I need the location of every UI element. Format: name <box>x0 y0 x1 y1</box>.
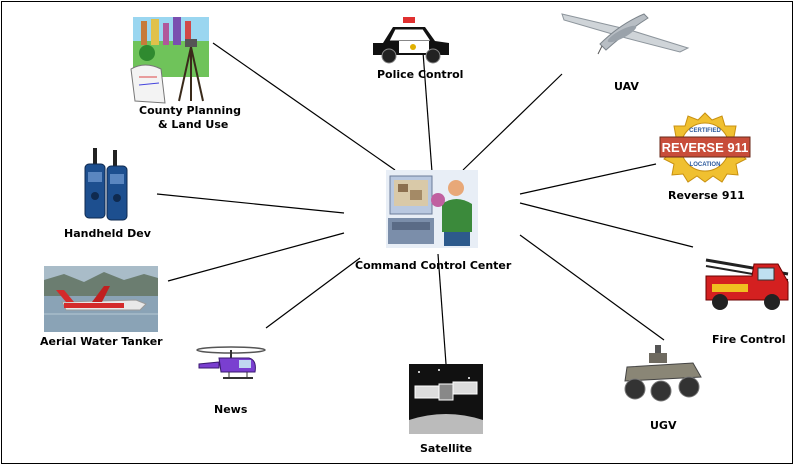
link-reverse-911 <box>519 163 657 195</box>
link-aerial-water-tanker <box>167 232 345 282</box>
water-tanker-plane-icon <box>44 266 158 332</box>
link-uav <box>462 73 563 171</box>
node-label: Fire Control <box>712 333 786 346</box>
link-ugv <box>519 234 665 341</box>
node-label: Satellite <box>420 442 473 455</box>
node-label-line1: County Planning <box>139 104 241 117</box>
drone-icon <box>561 13 690 55</box>
node-label: UAV <box>614 80 639 93</box>
hub-label: Command Control Center <box>355 259 512 272</box>
command-center-icon <box>386 170 478 248</box>
link-police-control <box>422 51 433 173</box>
link-satellite <box>437 253 447 365</box>
node-label: Aerial Water Tanker <box>40 335 163 348</box>
node-label: UGV <box>650 419 677 432</box>
node-label-line2: & Land Use <box>158 118 229 131</box>
badge-bottom-text: LOCATION <box>690 162 721 168</box>
police-car-icon <box>373 17 449 64</box>
fire-truck-icon <box>705 258 789 310</box>
link-county-planning <box>212 42 396 171</box>
node-label: News <box>214 403 248 416</box>
helicopter-icon <box>196 346 266 379</box>
link-fire-control <box>519 202 694 248</box>
link-news <box>265 257 361 329</box>
ground-robot-icon <box>624 345 702 402</box>
node-label: Reverse 911 <box>668 189 745 202</box>
surveyor-icon <box>130 17 209 104</box>
node-label: Handheld Dev <box>64 227 151 240</box>
badge-main-text: REVERSE 911 <box>662 140 749 155</box>
link-handheld-dev <box>156 193 345 214</box>
badge-top-text: CERTIFIED <box>689 128 721 134</box>
walkie-talkie-icon <box>84 148 128 221</box>
reverse-911-badge-icon: REVERSE 911 CERTIFIED LOCATION <box>659 112 751 183</box>
satellite-icon <box>409 364 483 434</box>
node-label: Police Control <box>377 68 464 81</box>
